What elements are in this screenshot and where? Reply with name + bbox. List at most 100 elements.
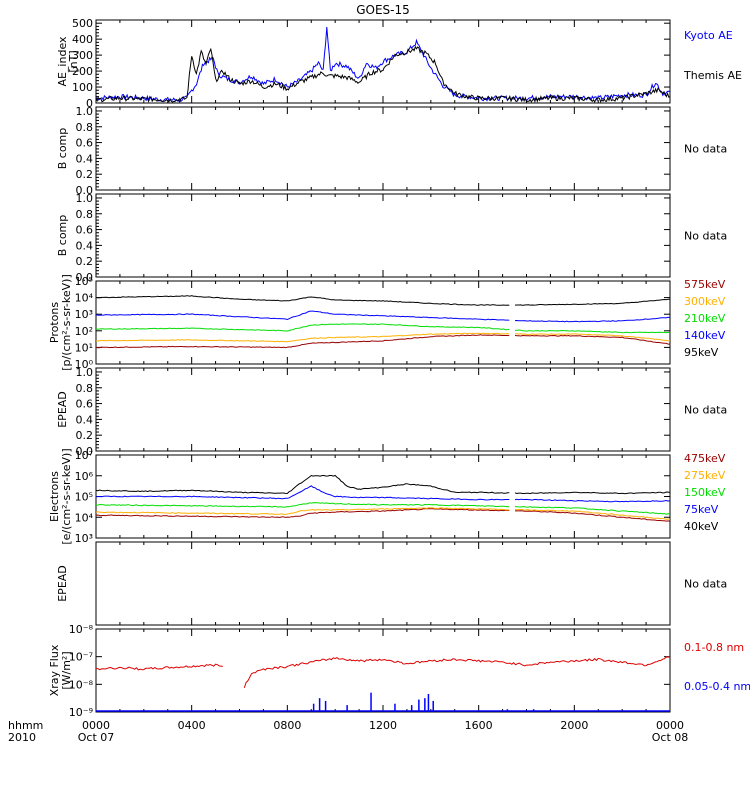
figure-title: GOES-15 [356, 3, 410, 17]
legend-entry: 150keV [684, 486, 726, 499]
series-line-210kev [96, 323, 510, 332]
series-line-0-1-0-8-nm [96, 663, 223, 671]
y-tick-label: 10⁷ [75, 449, 93, 462]
panel-xray: 10⁻⁹ 10⁻⁸ 10⁻⁷ 10⁻⁸ Xray Flux [W/m²] 0.1-0.8 n… [48, 623, 750, 719]
series-line-140kev [96, 310, 510, 321]
x-tick-label: 0800 [273, 719, 301, 732]
y-tick-label: 10⁴ [75, 511, 94, 524]
no-data-label: No data [684, 578, 727, 591]
panel-frame [95, 19, 671, 104]
panel-epead2: EPEAD No data [56, 541, 727, 626]
x-tick-label: 0000 [82, 719, 110, 732]
legend-entry: 40keV [684, 520, 719, 533]
y-tick-label: 10⁵ [75, 275, 93, 288]
series-line-575kev [96, 334, 510, 349]
panel-frame [95, 106, 671, 191]
series-line-475kev [96, 508, 510, 519]
x-tick-label: 0400 [178, 719, 206, 732]
y-tick-label: 0.2 [76, 168, 94, 181]
panel-frame [95, 280, 671, 365]
series-line-0-1-0-8-nm [243, 656, 670, 688]
y-axis-label: Protons [48, 302, 61, 343]
legend-entry: Themis AE [683, 69, 742, 82]
y-axis-unit: [e/(cm²-s-sr-keV)] [60, 448, 73, 544]
y-tick-label: 0.6 [76, 398, 94, 411]
y-axis-label: EPEAD [56, 565, 69, 602]
y-tick-label: 0.2 [76, 429, 94, 442]
series-line-275kev [514, 508, 670, 520]
panel-frame [95, 193, 671, 278]
series-line-150kev [514, 506, 670, 515]
series-line-300kev [96, 332, 510, 343]
y-tick-label: 10⁻⁸ [69, 678, 94, 691]
series-line-95kev [514, 298, 670, 306]
y-tick-label: 300 [72, 49, 93, 62]
y-tick-label: 1.0 [76, 105, 94, 118]
y-tick-label: 0 [86, 97, 93, 110]
legend-entry: Kyoto AE [684, 29, 733, 42]
series-line-95kev [96, 295, 510, 306]
y-tick-label: 100 [72, 81, 93, 94]
panel-frame [95, 367, 671, 452]
y-axis-unit: [W/m²] [60, 651, 73, 689]
y-tick-label: 500 [72, 17, 93, 30]
y-tick-label: 0.8 [76, 382, 94, 395]
y-tick-label: 0.0 [76, 445, 94, 458]
y-axis-label: Xray Flux [48, 644, 61, 696]
y-tick-label: 0.4 [76, 413, 94, 426]
legend-entry: 275keV [684, 469, 726, 482]
legend-entry: 0.05-0.4 nm [684, 680, 750, 693]
panel-bcomp2: 0.0 0.2 0.4 0.6 0.8 1.0 B comp No data [56, 192, 727, 284]
panel-bcomp1: 0.0 0.2 0.4 0.6 0.8 1.0 B comp No data [56, 105, 727, 197]
y-axis-label: EPEAD [56, 391, 69, 428]
y-tick-label: 10⁻⁸ [69, 623, 94, 636]
y-tick-label: 10⁵ [75, 491, 93, 504]
panel-frame [95, 628, 671, 713]
no-data-label: No data [684, 404, 727, 417]
x-tick-label: 1200 [369, 719, 397, 732]
x-tick-label: 1600 [465, 719, 493, 732]
no-data-label: No data [684, 143, 727, 156]
x-tick-label: 0000 [656, 719, 684, 732]
series-line-themis-ae [96, 45, 670, 103]
series-line-40kev [96, 474, 510, 495]
y-tick-label: 10⁶ [75, 470, 94, 483]
legend-entry: 0.1-0.8 nm [684, 641, 744, 654]
y-axis-label: B comp [56, 215, 69, 257]
end-date-label: Oct 08 [652, 731, 689, 744]
series-line-475kev [514, 510, 670, 522]
series-line-140kev [514, 316, 670, 323]
series-line-300kev [514, 333, 670, 342]
y-tick-label: 0.0 [76, 271, 94, 284]
y-tick-label: 10⁻⁹ [69, 706, 93, 719]
year-label: 2010 [8, 731, 36, 744]
y-axis-label: [nT] [67, 50, 80, 72]
y-tick-label: 0.4 [76, 152, 94, 165]
y-tick-label: 0.2 [76, 255, 94, 268]
series-line-210kev [514, 329, 670, 334]
y-axis-label: Electrons [48, 471, 61, 522]
series-line-75kev [514, 498, 670, 503]
series-line-40kev [514, 491, 670, 495]
no-data-label: No data [684, 230, 727, 243]
x-tick-label: 2000 [560, 719, 588, 732]
y-tick-label: 0.4 [76, 239, 94, 252]
legend-entry: 210keV [684, 312, 726, 325]
series-line-75kev [96, 485, 510, 501]
series-line-575kev [514, 334, 670, 345]
y-tick-label: 0.0 [76, 184, 94, 197]
y-axis-unit: [p/(cm²-s-sr-keV)] [60, 274, 73, 371]
panel-electrons: 10³ 10⁴ 10⁵ 10⁶ 10⁷ Electrons [e/(cm²-s-sr-keV… [48, 448, 726, 545]
start-date-label: Oct 07 [78, 731, 115, 744]
panel-protons: 10⁰ 10¹ 10² 10³ 10⁴ 10⁵ Protons [p/(cm²-s-sr-ke… [48, 274, 726, 371]
y-tick-label: 10¹ [75, 341, 93, 354]
y-tick-label: 0.6 [76, 137, 94, 150]
series-line-275kev [96, 507, 510, 516]
y-tick-label: 0.8 [76, 121, 94, 134]
legend-entry: 140keV [684, 329, 726, 342]
panel-frame [95, 541, 671, 626]
y-tick-label: 10³ [75, 308, 93, 321]
